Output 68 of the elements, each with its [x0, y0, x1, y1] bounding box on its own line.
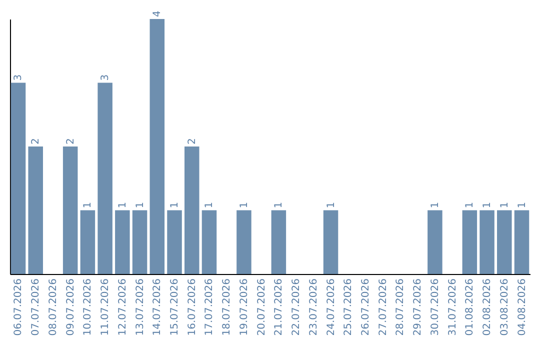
bar [323, 210, 338, 274]
bar [98, 82, 112, 274]
x-tick-label: 20.07.2026 [256, 278, 268, 336]
bar [132, 210, 148, 274]
data-label: 1 [499, 202, 510, 208]
bar [514, 210, 530, 274]
data-label: 1 [516, 202, 528, 208]
data-label: 1 [326, 202, 337, 208]
bar [167, 210, 182, 274]
data-label: 1 [482, 202, 494, 208]
x-tick-label: 14.07.2026 [152, 278, 164, 336]
data-label: 1 [117, 202, 128, 208]
x-tick-label: 12.07.2026 [117, 278, 128, 336]
data-label: 3 [13, 74, 24, 81]
data-label: 1 [82, 202, 94, 208]
data-label: 1 [204, 202, 216, 208]
bar [184, 146, 200, 274]
data-label: 1 [170, 202, 181, 208]
bar [202, 210, 217, 274]
x-tick-label: 06.07.2026 [13, 278, 24, 336]
data-label: 2 [65, 138, 76, 144]
bar [150, 19, 165, 274]
bar [28, 146, 43, 274]
bar [428, 210, 442, 274]
x-tick-label: 22.07.2026 [291, 278, 302, 336]
x-tick-label: 01.08.2026 [464, 278, 476, 336]
x-tick-label: 15.07.2026 [170, 278, 181, 336]
x-tick-label: 13.07.2026 [134, 278, 146, 336]
x-tick-label: 07.07.2026 [30, 278, 42, 336]
x-tick-label: 29.07.2026 [412, 278, 424, 336]
bar [236, 210, 252, 274]
data-label: 2 [186, 138, 198, 144]
x-tick-label: 24.07.2026 [326, 278, 337, 336]
x-tick-label: 11.07.2026 [100, 278, 112, 336]
bar [462, 210, 478, 274]
x-tick-label: 23.07.2026 [308, 278, 320, 336]
x-tick-label: 02.08.2026 [482, 278, 494, 336]
bar [80, 210, 96, 274]
x-tick-label: 18.07.2026 [222, 278, 233, 336]
data-label: 1 [464, 202, 476, 208]
data-label: 1 [134, 202, 146, 208]
data-label: 2 [30, 138, 42, 144]
bar [271, 210, 286, 274]
bar [480, 210, 494, 274]
x-tick-label: 30.07.2026 [430, 278, 441, 336]
x-tick-label: 27.07.2026 [378, 278, 389, 336]
bar [115, 210, 130, 274]
x-tick-label: 04.08.2026 [516, 278, 528, 336]
bar [10, 82, 26, 274]
x-tick-label: 17.07.2026 [204, 278, 216, 336]
x-tick-label: 25.07.2026 [343, 278, 354, 336]
x-tick-label: 19.07.2026 [238, 278, 250, 336]
x-tick-label: 28.07.2026 [395, 278, 406, 336]
x-tick-label: 26.07.2026 [360, 278, 372, 336]
data-label: 1 [274, 202, 285, 208]
data-label: 1 [430, 202, 441, 208]
x-tick-label: 09.07.2026 [65, 278, 76, 336]
x-tick-label: 08.07.2026 [48, 278, 59, 336]
data-label: 3 [100, 74, 112, 81]
x-tick-label: 16.07.2026 [186, 278, 198, 336]
bar [497, 210, 512, 274]
bar [62, 146, 78, 274]
x-tick-label: 03.08.2026 [499, 278, 510, 336]
x-tick-label: 31.07.2026 [447, 278, 458, 336]
x-tick-label: 10.07.2026 [82, 278, 94, 336]
data-label: 1 [238, 202, 250, 208]
x-tick-label: 21.07.2026 [274, 278, 285, 336]
data-label: 4 [152, 10, 164, 17]
